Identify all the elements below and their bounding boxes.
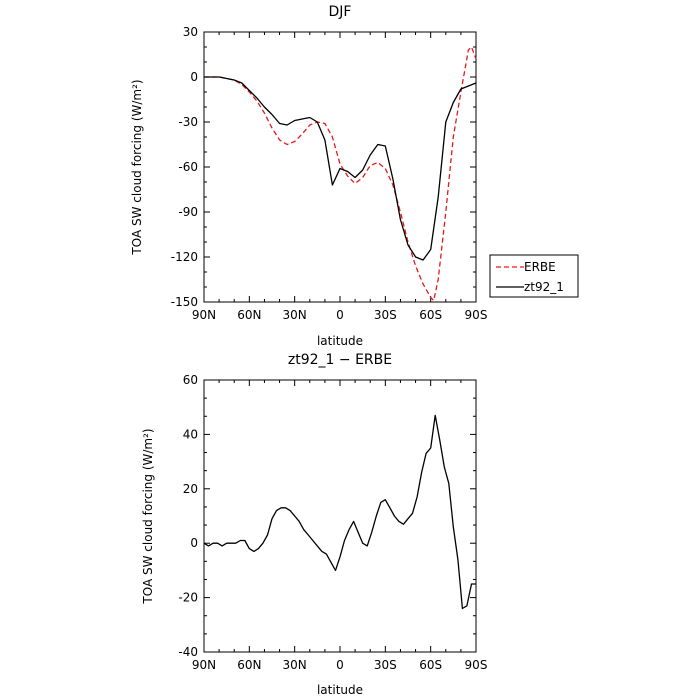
x-tick-label-5: 60S xyxy=(419,308,442,322)
y-tick-label-3: -60 xyxy=(178,160,198,174)
legend: ERBE zt92_1 xyxy=(489,254,579,298)
bottom-chart-xlabel: latitude xyxy=(317,683,363,697)
y-tick-label-1: -20 xyxy=(178,591,198,605)
x-tick-label-0: 90N xyxy=(192,658,216,672)
x-tick-label-6: 90S xyxy=(465,308,488,322)
y-tick-label-5: 0 xyxy=(190,70,198,84)
y-tick-label-4: 40 xyxy=(183,427,198,441)
x-tick-label-1: 60N xyxy=(237,308,261,322)
bottom-chart-title: zt92_1 − ERBE xyxy=(288,352,392,368)
bottom-chart-ylabel: TOA SW cloud forcing (W/m²) xyxy=(141,428,155,604)
x-tick-label-3: 0 xyxy=(336,658,344,672)
top-chart-frame xyxy=(203,31,477,303)
x-tick-label-5: 60S xyxy=(419,658,442,672)
x-tick-label-1: 60N xyxy=(237,658,261,672)
top-chart-series xyxy=(204,46,477,302)
y-tick-label-2: -90 xyxy=(178,205,198,219)
series-line-erbe xyxy=(204,46,477,302)
top-chart-xlabel: latitude xyxy=(317,334,363,348)
top-chart-ylabel: TOA SW cloud forcing (W/m²) xyxy=(130,79,144,255)
x-tick-label-2: 30N xyxy=(283,308,307,322)
series-line-0 xyxy=(203,414,476,610)
legend-box xyxy=(489,254,579,298)
legend-label-zt92: zt92_1 xyxy=(524,280,564,294)
x-tick-label-2: 30N xyxy=(283,658,307,672)
x-tick-label-0: 90N xyxy=(192,308,216,322)
y-tick-label-0: -40 xyxy=(178,645,198,659)
x-tick-label-4: 30S xyxy=(374,308,397,322)
bottom-chart-frame xyxy=(203,379,477,653)
bottom-chart: zt92_1 − ERBE 90N 60N 30N 0 30S 60S 90S -40 -20 0… xyxy=(141,352,487,697)
y-tick-label-6: 30 xyxy=(183,25,198,39)
y-tick-label-0: -150 xyxy=(171,295,198,309)
legend-label-erbe: ERBE xyxy=(524,260,556,274)
y-tick-label-5: 60 xyxy=(183,373,198,387)
top-chart: DJF 90N 60N 30N 0 30S 60S 90S -150 -120 -90 -60 -30… xyxy=(130,4,579,348)
series-line-zt92-1 xyxy=(204,76,477,261)
bottom-chart-series xyxy=(203,414,476,610)
top-chart-title: DJF xyxy=(329,4,352,20)
top-chart-ticks: 90N 60N 30N 0 30S 60S 90S -150 -120 -90 -60 -30 0 30 xyxy=(171,25,488,322)
x-tick-label-6: 90S xyxy=(465,658,488,672)
x-tick-label-4: 30S xyxy=(374,658,397,672)
y-tick-label-4: -30 xyxy=(178,115,198,129)
x-tick-label-3: 0 xyxy=(336,308,344,322)
bottom-chart-ticks: 90N 60N 30N 0 30S 60S 90S -40 -20 0 20 40 60 xyxy=(178,373,487,672)
y-tick-label-3: 20 xyxy=(183,482,198,496)
y-tick-label-2: 0 xyxy=(190,536,198,550)
y-tick-label-1: -120 xyxy=(171,250,198,264)
